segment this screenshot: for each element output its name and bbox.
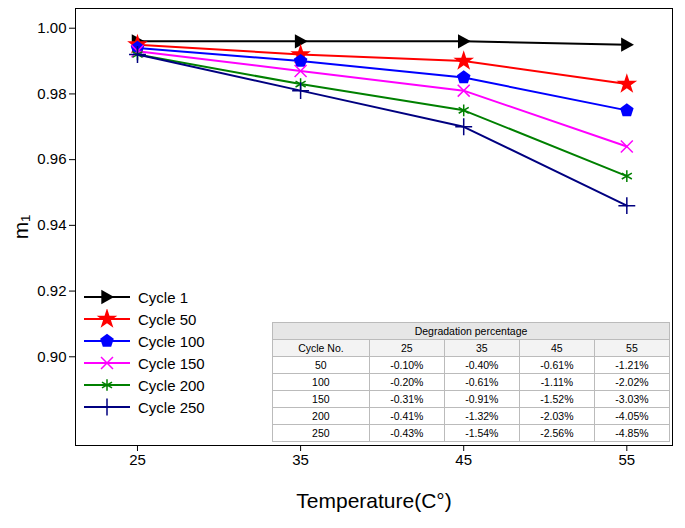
html-text:-0.43%: -0.43% xyxy=(390,427,424,439)
svg-text:0.94: 0.94 xyxy=(37,216,66,233)
html-text:-2.02%: -2.02% xyxy=(615,376,649,388)
html-text:100: 100 xyxy=(312,376,330,388)
html-text:-4.85%: -4.85% xyxy=(615,427,649,439)
svg-text:1.00: 1.00 xyxy=(37,19,66,36)
html-text:-0.61%: -0.61% xyxy=(465,376,499,388)
svg-text:0.98: 0.98 xyxy=(37,85,66,102)
svg-text:0.90: 0.90 xyxy=(37,348,66,365)
html-text:-0.61%: -0.61% xyxy=(540,359,574,371)
html-text:150: 150 xyxy=(312,393,330,405)
html-text:Degradation percentage: Degradation percentage xyxy=(414,325,528,337)
svg-text:35: 35 xyxy=(292,451,309,468)
html-text:-2.56%: -2.56% xyxy=(540,427,574,439)
html-text:55: 55 xyxy=(626,342,638,354)
html-text:200: 200 xyxy=(312,410,330,422)
html-text:-1.11%: -1.11% xyxy=(540,376,574,388)
html-text:50: 50 xyxy=(315,359,327,371)
html-text:Cycle 50: Cycle 50 xyxy=(138,310,197,328)
html-text:-1.32%: -1.32% xyxy=(465,410,499,422)
svg-text:Temperature(C°): Temperature(C°) xyxy=(296,489,451,512)
svg-text:0.92: 0.92 xyxy=(37,282,66,299)
svg-text:45: 45 xyxy=(455,451,472,468)
html-text:Cycle 150: Cycle 150 xyxy=(138,354,205,372)
html-text:-0.20%: -0.20% xyxy=(390,376,424,388)
html-text:Cycle 250: Cycle 250 xyxy=(138,398,205,416)
html-text:-1.21%: -1.21% xyxy=(615,359,649,371)
svg-text:0.96: 0.96 xyxy=(37,150,66,167)
html-text:-0.40%: -0.40% xyxy=(465,359,499,371)
html-text:Cycle 1: Cycle 1 xyxy=(138,288,188,306)
html-text:-0.41%: -0.41% xyxy=(390,410,424,422)
svg-text:55: 55 xyxy=(618,451,635,468)
html-text:250: 250 xyxy=(312,427,330,439)
html-text:-2.03%: -2.03% xyxy=(540,410,574,422)
html-text:-0.91%: -0.91% xyxy=(465,393,499,405)
html-text:-3.03%: -3.03% xyxy=(615,393,649,405)
svg-text:m₁: m₁ xyxy=(9,215,32,240)
html-text:-1.52%: -1.52% xyxy=(540,393,574,405)
svg-text:25: 25 xyxy=(129,451,146,468)
html-text:Cycle 200: Cycle 200 xyxy=(138,376,205,394)
html-text:-4.05%: -4.05% xyxy=(615,410,649,422)
html-text:-0.10%: -0.10% xyxy=(390,359,424,371)
html-text:25: 25 xyxy=(400,342,413,354)
html-text:-0.31%: -0.31% xyxy=(390,393,424,405)
html-text:Cycle No.: Cycle No. xyxy=(298,342,344,354)
html-text:45: 45 xyxy=(551,342,563,354)
html-text:35: 35 xyxy=(476,342,488,354)
html-text:Cycle 100: Cycle 100 xyxy=(138,332,205,350)
html-text:-1.54%: -1.54% xyxy=(465,427,499,439)
